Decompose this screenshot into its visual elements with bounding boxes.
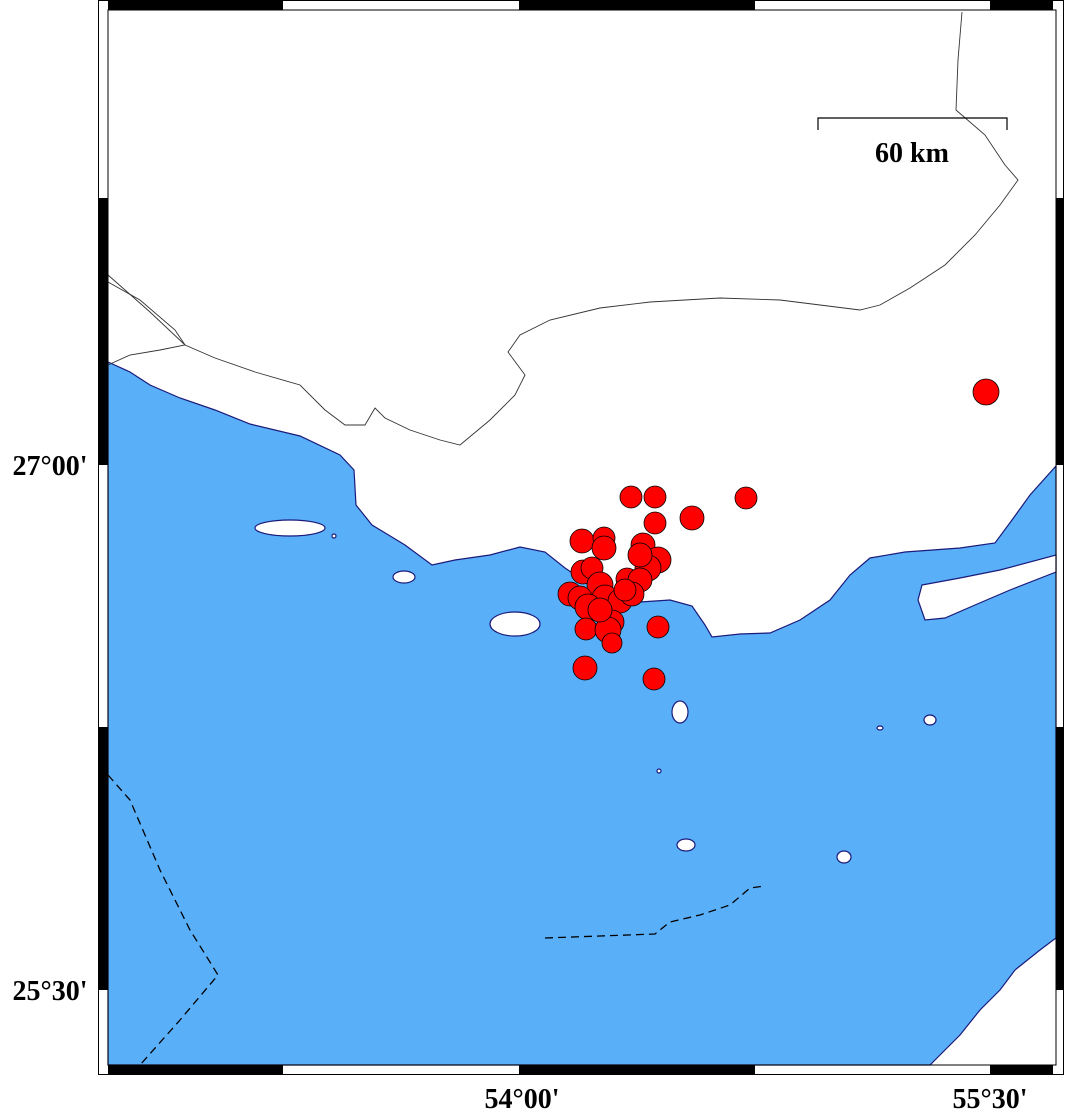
event-marker <box>572 655 598 681</box>
event-marker <box>627 542 653 568</box>
border <box>107 11 1019 446</box>
island <box>917 554 1057 621</box>
event-marker <box>619 485 643 509</box>
island <box>923 714 937 726</box>
island <box>876 725 884 731</box>
lat-label: 25°30' <box>13 976 88 1007</box>
event-marker <box>574 617 598 641</box>
borders <box>107 11 1019 446</box>
lat-label: 27°00' <box>13 451 88 482</box>
island <box>489 611 541 637</box>
event-marker <box>646 615 670 639</box>
scale-label: 60 km <box>875 138 949 169</box>
island <box>331 533 337 539</box>
event-marker <box>642 667 666 691</box>
event-marker <box>679 505 705 531</box>
lon-label: 55°30' <box>953 1084 1028 1113</box>
event-marker <box>643 511 667 535</box>
event-marker <box>643 485 667 509</box>
island <box>656 768 662 774</box>
border <box>107 281 186 366</box>
frame-segment <box>99 198 108 465</box>
event-marker <box>591 535 617 561</box>
island <box>836 850 852 864</box>
lon-label: 54°00' <box>485 1084 560 1113</box>
maritime-boundary <box>107 774 219 1066</box>
event-marker <box>587 597 613 623</box>
frame-segment <box>99 727 108 990</box>
maritime-boundary <box>544 885 766 939</box>
frame-segment <box>990 1 1053 10</box>
islands <box>254 519 937 864</box>
island <box>392 570 416 584</box>
frame-segment <box>990 1065 1053 1074</box>
event-marker <box>569 528 595 554</box>
island <box>671 700 689 724</box>
event-marker <box>601 632 623 654</box>
event-marker <box>734 486 758 510</box>
island <box>254 519 326 537</box>
maritime-boundaries <box>107 774 766 1066</box>
frame-outer <box>98 0 1064 1075</box>
frame-segment <box>519 1065 755 1074</box>
frame <box>98 0 1064 1075</box>
frame-segment <box>108 1065 283 1074</box>
frame-segment <box>108 1 283 10</box>
scale-bar <box>817 117 1008 130</box>
frame-segment <box>1056 727 1064 990</box>
event-marker <box>972 378 1000 406</box>
frame-segment <box>1056 198 1064 465</box>
events <box>557 378 1000 691</box>
frame-segment <box>519 1 755 10</box>
event-marker <box>613 578 637 602</box>
island <box>676 838 696 852</box>
sea <box>107 361 1057 1066</box>
